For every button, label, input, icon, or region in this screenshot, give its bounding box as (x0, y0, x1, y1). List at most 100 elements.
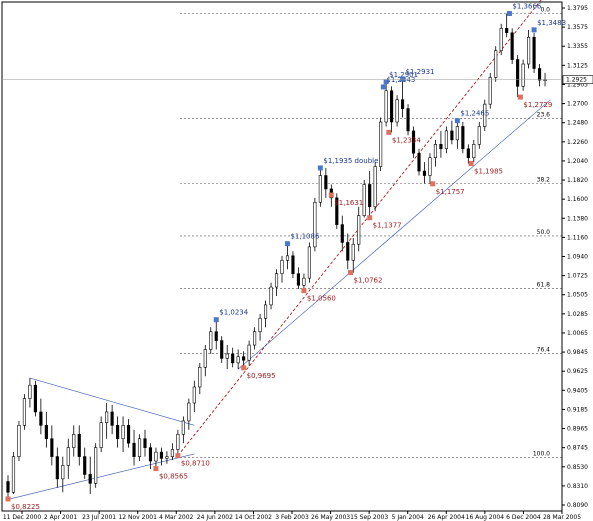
x-tick-label: 3 Feb 2003 (275, 514, 309, 521)
y-tick-label: 0.9405 (567, 387, 588, 394)
candle-body (379, 121, 383, 167)
fib-level-label: 61.8 (537, 281, 551, 288)
candle-body (505, 28, 509, 34)
swing-high-marker (284, 241, 290, 247)
y-tick-label: 1.3355 (567, 43, 588, 50)
candle-body (11, 456, 16, 493)
candle-body (22, 398, 27, 426)
candle-body (137, 438, 142, 457)
candle-body (247, 344, 251, 361)
x-tick-label: 24 Jun 2002 (197, 514, 233, 521)
swing-high-marker (213, 317, 219, 323)
x-tick-label: 26 May 2003 (311, 514, 350, 521)
swing-label: $1,2334 (392, 136, 421, 144)
fib-level-label: 38.2 (537, 176, 551, 183)
candle-body (6, 481, 10, 493)
swing-label: $1,1631 (334, 199, 363, 207)
y-tick-label: 0.8090 (567, 502, 588, 509)
candle-body (203, 349, 207, 368)
candle-body (499, 28, 503, 51)
candle-body (472, 144, 476, 158)
candle-body (176, 433, 180, 450)
candle-body (521, 63, 525, 87)
swing-label: $1,0560 (307, 295, 336, 303)
candle-body (455, 126, 459, 141)
candle-body (88, 474, 92, 484)
candle-body (148, 447, 153, 462)
x-tick-label: 15 Sep 2003 (350, 514, 388, 521)
candle-body (527, 36, 531, 65)
candle-body (477, 126, 481, 145)
candle-body (263, 304, 268, 319)
fib-level-label: 23.6 (537, 112, 551, 119)
y-tick-label: 1.0065 (567, 330, 588, 337)
candle-body (537, 68, 542, 81)
candle-body (66, 447, 70, 466)
swing-high-marker (380, 84, 386, 90)
x-tick-label: 6 Dec 2004 (506, 514, 541, 521)
x-tick-label: 11 Dec 2000 (3, 514, 42, 521)
candle-body (335, 197, 339, 225)
swing-label: $0,8225 (11, 503, 40, 511)
candle-body (214, 331, 218, 341)
candle-body (28, 384, 32, 399)
swing-low-marker (468, 160, 474, 166)
x-tick-label: 2 Apr 2001 (44, 514, 77, 521)
swing-high-marker (454, 118, 460, 124)
swing-low-marker (386, 129, 392, 135)
candle-body (72, 433, 76, 448)
candle-body (285, 255, 290, 261)
current-price-label: 1.2925 (566, 77, 587, 84)
candle-body (274, 273, 279, 288)
candle-body (483, 103, 487, 127)
candle-body (258, 317, 262, 332)
candle-body (444, 130, 448, 150)
swing-label: $1,3666 (512, 3, 541, 11)
candle-body (291, 255, 295, 274)
swing-label: $1,0762 (354, 277, 383, 285)
candle-body (324, 175, 328, 190)
candle-body (198, 367, 202, 388)
y-tick-label: 1.1600 (567, 196, 588, 203)
swing-label: $1,2465 (460, 110, 489, 118)
candle-body (99, 422, 103, 448)
candle-body (253, 331, 257, 346)
y-tick-label: 0.9625 (567, 368, 588, 375)
y-tick-label: 1.3125 (567, 62, 588, 69)
candle-body (461, 126, 465, 150)
y-tick-label: 0.8745 (567, 445, 588, 452)
candle-body (50, 438, 54, 457)
fib-level-label: 76.4 (537, 346, 551, 353)
x-tick-label: 5 Jan 2004 (392, 514, 424, 521)
candle-body (400, 99, 405, 109)
candle-body (269, 286, 273, 306)
candle-body (187, 402, 191, 422)
swing-label: $1,2901 (389, 71, 418, 79)
swing-low-marker (5, 496, 11, 502)
wedge-line-upper (29, 377, 195, 426)
swing-low-marker (328, 192, 334, 198)
x-tick-label: 26 Apr 2004 (428, 514, 465, 521)
x-tick-label: 16 Aug 2004 (466, 514, 505, 521)
candle-body (17, 425, 21, 457)
y-tick-label: 1.2040 (567, 158, 588, 165)
candle-body (39, 411, 43, 426)
y-tick-label: 1.2260 (567, 139, 588, 146)
candle-body (94, 447, 98, 484)
candle-body (384, 90, 388, 123)
candle-body (121, 425, 125, 440)
candle-body (313, 201, 317, 248)
candle-body (55, 456, 59, 480)
candle-body (516, 59, 520, 87)
candle-body (422, 170, 427, 176)
y-tick-label: 1.2480 (567, 120, 588, 127)
candle-body (225, 353, 229, 359)
candle-body (192, 386, 196, 404)
candle-body (395, 99, 399, 123)
swing-low-marker (348, 270, 353, 276)
candle-body (494, 50, 498, 78)
candle-body (132, 442, 136, 457)
fib-level-label: 0.0 (540, 7, 550, 14)
swing-label: $1,1757 (436, 188, 465, 196)
